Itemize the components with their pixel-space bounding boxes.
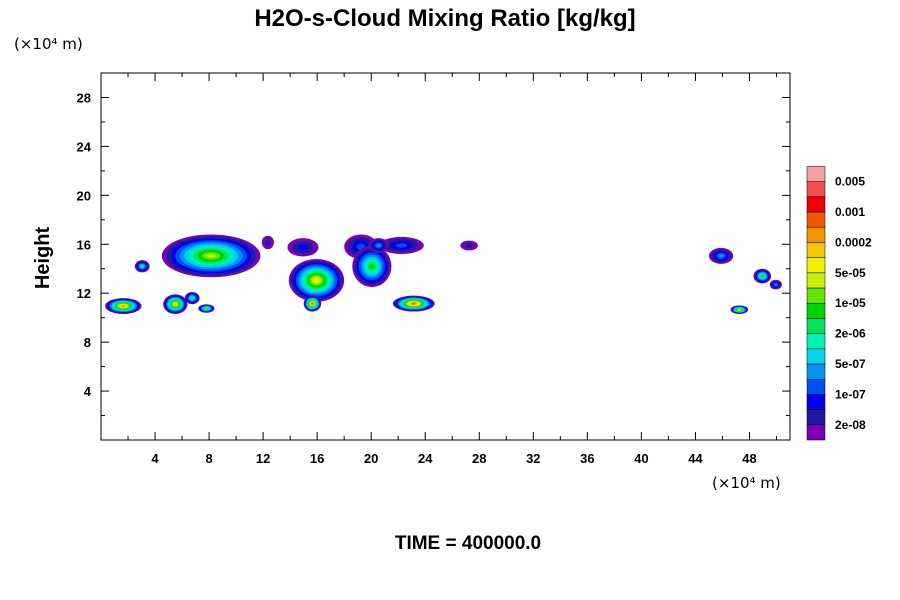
colorbar-swatch	[806, 363, 826, 380]
x-tick-label: 12	[256, 451, 270, 466]
colorbar-swatch	[806, 409, 826, 426]
cloud-region	[261, 235, 274, 250]
contour-band	[369, 263, 375, 269]
contour-band	[376, 244, 381, 247]
plot-area	[101, 73, 790, 440]
time-label: TIME = 400000.0	[395, 533, 541, 554]
cloud-region	[198, 304, 215, 313]
colorbar-label: 0.005	[835, 175, 865, 189]
contour-band	[761, 274, 764, 278]
cloud-region	[392, 295, 435, 312]
colorbar-label: 1e-05	[835, 296, 866, 310]
contour-band	[311, 302, 314, 305]
colorbar-swatch	[806, 424, 826, 441]
contour-band	[174, 303, 177, 306]
contour-band	[718, 254, 724, 258]
x-tick-label: 32	[526, 451, 540, 466]
cloud-region	[161, 234, 261, 278]
colorbar: 2e-08 1e-07 5e-07 2e-06 1e-05 5e-05 0.0002 0.00…	[806, 166, 872, 441]
colorbar-swatch	[806, 196, 826, 213]
colorbar-swatch	[806, 226, 826, 243]
cloud-region	[368, 238, 389, 253]
contour-band	[121, 304, 125, 308]
y-tick-label: 20	[77, 188, 91, 203]
colorbar-swatch	[806, 211, 826, 228]
y-axis-unit: (×10⁴ m)	[14, 35, 83, 53]
y-tick-label: 16	[77, 237, 91, 252]
cloud-region	[105, 298, 142, 314]
x-tick-label: 16	[310, 451, 324, 466]
cloud-region	[379, 236, 424, 255]
cloud-region	[708, 247, 734, 264]
colorbar-swatch	[806, 242, 826, 258]
x-tick-label: 20	[364, 451, 378, 466]
colorbar-swatch	[806, 378, 826, 395]
colorbar-label: 2e-06	[835, 327, 866, 341]
contour-band	[206, 253, 216, 258]
colorbar-swatch	[806, 257, 826, 274]
contour-band	[412, 302, 416, 305]
colorbar-swatch	[806, 166, 826, 182]
contour-band	[190, 296, 194, 300]
cloud-region	[352, 245, 392, 288]
cloud-region	[769, 279, 782, 290]
x-tick-label: 40	[634, 451, 648, 466]
y-tick-label: 8	[84, 335, 91, 350]
cloud-region	[184, 291, 200, 305]
x-tick-label: 44	[688, 451, 703, 466]
cloud-region	[134, 260, 150, 273]
colorbar-label: 1e-07	[835, 387, 866, 401]
y-axis-label: Height	[32, 227, 54, 290]
colorbar-label: 2e-08	[835, 418, 866, 432]
contour-band	[205, 307, 208, 310]
contour-band	[464, 243, 474, 248]
cloud-region	[287, 238, 319, 257]
x-axis-unit: (×10⁴ m)	[712, 474, 781, 492]
colorbar-swatch	[806, 394, 826, 410]
contour-band	[297, 244, 309, 251]
cloud-region	[303, 295, 322, 312]
contour-band	[738, 308, 741, 311]
contour-band	[314, 278, 319, 283]
colorbar-swatch	[806, 287, 826, 304]
x-tick-label: 24	[418, 451, 433, 466]
y-tick-label: 4	[84, 384, 92, 399]
plot-frame	[100, 72, 791, 441]
contour-band	[396, 243, 408, 248]
contour-band	[264, 239, 271, 246]
colorbar-label: 5e-07	[835, 357, 866, 371]
x-tick-label: 28	[472, 451, 486, 466]
cloud-region	[288, 258, 345, 302]
contour-band	[141, 265, 144, 268]
x-tick-label: 8	[205, 451, 212, 466]
colorbar-swatch	[806, 181, 826, 198]
x-tick-label: 36	[580, 451, 594, 466]
colorbar-swatch	[806, 302, 826, 319]
colorbar-swatch	[806, 348, 826, 365]
y-tick-label: 28	[77, 90, 91, 105]
chart-title: H2O-s-Cloud Mixing Ratio [kg/kg]	[254, 5, 635, 32]
cloud-region	[460, 240, 478, 251]
colorbar-swatch	[806, 333, 826, 350]
y-tick-label: 24	[77, 139, 92, 154]
cloud-region	[753, 268, 772, 284]
colorbar-label: 5e-05	[835, 266, 866, 280]
colorbar-label: 0.0002	[835, 235, 872, 249]
x-tick-label: 4	[151, 451, 159, 466]
colorbar-swatch	[806, 272, 826, 289]
cloud-region	[730, 305, 749, 314]
cloud-region	[163, 294, 188, 314]
colorbar-label: 0.001	[835, 205, 865, 219]
x-tick-label: 48	[742, 451, 756, 466]
y-tick-label: 12	[77, 286, 91, 301]
contour-band	[774, 283, 778, 286]
colorbar-swatch	[806, 318, 826, 334]
